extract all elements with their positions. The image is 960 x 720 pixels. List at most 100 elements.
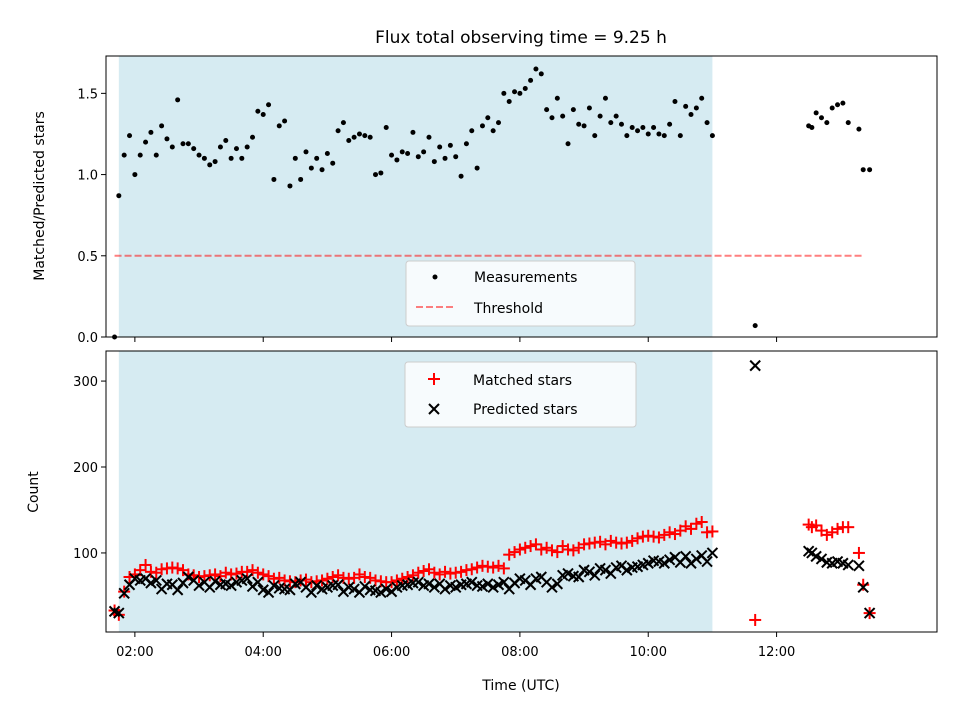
measurement-point <box>399 149 405 155</box>
predicted-star-point <box>118 587 130 600</box>
measurement-point <box>116 193 122 199</box>
measurement-point <box>153 152 159 158</box>
measurement-point <box>367 134 373 140</box>
predicted-star-point <box>348 583 360 595</box>
predicted-star-point <box>252 576 264 588</box>
predicted-star-point <box>466 576 478 588</box>
matched-star-point <box>262 570 275 583</box>
measurement-point <box>860 167 866 173</box>
measurement-point <box>856 126 862 132</box>
matched-star-point <box>230 567 243 580</box>
measurement-point <box>576 121 582 127</box>
measurement-point <box>330 160 336 166</box>
measurement-point <box>180 141 186 147</box>
predicted-star-point <box>241 573 253 585</box>
predicted-star-point <box>375 586 387 599</box>
measurement-point <box>496 120 502 126</box>
matched-star-point <box>658 528 671 541</box>
predicted-star-point <box>589 569 601 581</box>
measurement-point <box>405 150 411 156</box>
matched-star-point <box>690 517 703 530</box>
matched-star-point <box>385 576 398 589</box>
measurement-point <box>602 95 608 101</box>
measurement-point <box>667 121 673 127</box>
matched-star-point <box>524 540 537 553</box>
matched-star-point <box>321 572 334 585</box>
y-tick-label: 0.5 <box>77 250 98 265</box>
measurement-point <box>474 165 480 171</box>
matched-star-point <box>353 568 366 581</box>
measurement-point <box>410 129 416 135</box>
matched-star-point <box>852 546 865 559</box>
predicted-star-point <box>546 581 558 594</box>
matched-star-point <box>663 526 676 539</box>
predicted-star-point <box>262 586 275 599</box>
measurement-point <box>463 141 469 147</box>
measurement-point <box>308 165 314 171</box>
measurement-point <box>228 155 234 161</box>
measurement-point <box>415 154 421 160</box>
predicted-star-point <box>412 576 425 588</box>
predicted-star-point <box>113 607 125 619</box>
measurement-point <box>581 123 587 129</box>
matched-star-point <box>831 522 844 535</box>
matched-star-point <box>540 541 553 554</box>
measurement-point <box>640 124 646 130</box>
measurement-point <box>207 162 213 168</box>
measurement-point <box>233 146 239 152</box>
measurement-point <box>458 173 464 179</box>
measurement-point <box>394 157 400 163</box>
predicted-star-point <box>815 553 828 565</box>
matched-star-point <box>455 565 468 578</box>
measurement-point <box>356 131 362 137</box>
x-tick-label: 08:00 <box>501 645 538 660</box>
measurement-point <box>538 71 544 77</box>
measurement-point <box>533 66 539 72</box>
predicted-star-point <box>583 566 596 578</box>
matched-star-point <box>513 543 526 556</box>
measurement-point <box>544 107 550 113</box>
measurement-point <box>137 152 143 158</box>
y-tick-label: 1.5 <box>77 87 98 102</box>
measurement-point <box>437 144 443 150</box>
measurement-point <box>447 142 453 148</box>
measurement-point <box>597 113 603 119</box>
measurement-point <box>683 103 689 109</box>
matched-star-point <box>503 548 516 561</box>
top-panel: 0.0 0.5 1.0 1.5 Matched/Predicted stars Mea… <box>32 55 938 346</box>
x-tick-label: 04:00 <box>244 645 281 660</box>
predicted-star-point <box>749 359 761 372</box>
x-tick-label: 02:00 <box>116 645 153 660</box>
matched-star-point <box>412 566 425 579</box>
matched-star-point <box>620 536 633 549</box>
predicted-star-point <box>439 583 451 595</box>
top-legend-box <box>405 260 636 327</box>
measurement-point <box>490 128 496 134</box>
matched-star-point <box>706 525 719 538</box>
measurement-point <box>389 152 395 158</box>
measurement-point <box>239 155 245 161</box>
matched-star-point <box>652 531 665 544</box>
measurement-point <box>709 133 715 139</box>
matched-star-point <box>406 569 419 582</box>
measurement-point <box>479 123 485 129</box>
measurement-point <box>260 111 266 117</box>
measurement-point <box>148 129 154 135</box>
predicted-star-point <box>690 553 703 565</box>
predicted-star-point <box>857 581 869 594</box>
legend-matched-marker <box>428 373 440 385</box>
matched-star-point <box>219 566 232 579</box>
matched-star-point <box>497 562 510 575</box>
matched-star-point <box>631 532 644 545</box>
measurement-point <box>840 100 846 106</box>
measurement-point <box>522 85 528 91</box>
measurement-point <box>255 108 261 114</box>
matched-star-point <box>685 522 698 535</box>
predicted-star-point <box>551 578 564 590</box>
measurement-point <box>351 134 357 140</box>
measurement-point <box>528 77 534 83</box>
matched-star-point <box>326 571 339 584</box>
matched-star-point <box>428 566 441 579</box>
measurement-point <box>335 128 341 134</box>
